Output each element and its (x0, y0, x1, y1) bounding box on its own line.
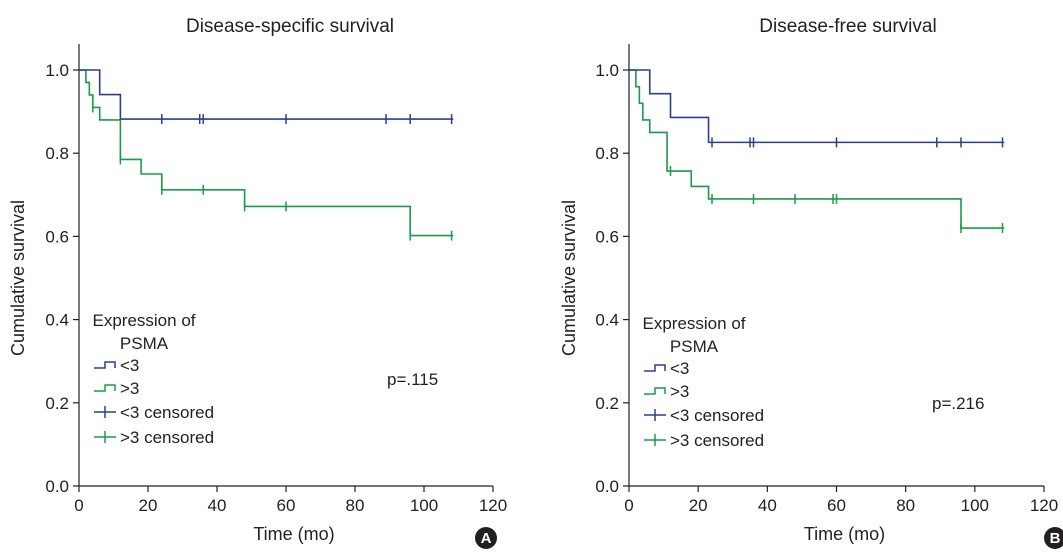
legend-line-symbol (644, 387, 666, 395)
chart-title: Disease-free survival (759, 16, 936, 37)
x-tick-label: 80 (346, 496, 365, 515)
panel-badge-circle (1044, 527, 1063, 549)
x-tick-label: 120 (479, 496, 507, 515)
legend-item-label: <3 censored (120, 403, 214, 422)
y-axis-label: Cumulative survival (8, 200, 28, 356)
legend-title: PSMA (670, 337, 719, 356)
series-line-lt3 (629, 69, 1005, 144)
y-tick-label: 0.0 (595, 477, 619, 496)
legend: Expression of PSMA <3 >3 <3 censored >3 censo… (643, 314, 765, 450)
legend: Expression of PSMA <3 >3 <3 censored >3 censo… (93, 311, 215, 447)
legend-line-symbol (644, 364, 666, 372)
legend-item-label: <3 censored (670, 406, 764, 425)
y-tick-label: 0.6 (595, 227, 619, 246)
y-tick-label: 0.2 (595, 394, 619, 413)
y-tick-label: 0.0 (45, 477, 69, 496)
y-tick-label: 1.0 (595, 61, 619, 80)
x-tick-label: 120 (1030, 496, 1058, 515)
panel-badge-circle (475, 527, 497, 549)
x-tick-label: 60 (827, 496, 846, 515)
x-tick-label: 80 (896, 496, 915, 515)
legend-item-label: >3 (670, 382, 689, 401)
x-tick-label: 40 (758, 496, 777, 515)
legend-item-label: >3 censored (120, 428, 214, 447)
series-line-gt3 (79, 69, 454, 237)
p-value: p=.115 (387, 370, 438, 389)
legend-item-label: <3 (670, 359, 689, 378)
y-tick-label: 0.6 (45, 227, 69, 246)
x-tick-label: 20 (139, 496, 158, 515)
chart-panel-b: Disease-free survival 0 20 40 60 80 100 120 0.0 0… (559, 16, 1063, 549)
p-value: p=.216 (932, 394, 984, 413)
legend-title: PSMA (120, 334, 169, 353)
panel-badge: B (1044, 527, 1063, 549)
panel-badge-letter: B (1050, 530, 1061, 547)
legend-title: Expression of (643, 314, 746, 333)
x-tick-label: 0 (74, 496, 83, 515)
legend-item-label: >3 (120, 379, 139, 398)
x-tick-label: 40 (208, 496, 227, 515)
x-axis-label: Time (mo) (804, 524, 885, 544)
panel-badge: A (475, 527, 497, 549)
legend-title: Expression of (93, 311, 196, 330)
legend-item-label: >3 censored (670, 431, 764, 450)
series-line-lt3 (79, 69, 454, 120)
legend-line-symbol (94, 384, 116, 392)
legend-line-symbol (94, 361, 116, 369)
y-tick-label: 0.8 (45, 144, 69, 163)
x-tick-label: 100 (961, 496, 989, 515)
legend-item-label: <3 (120, 356, 139, 375)
y-tick-label: 0.2 (45, 394, 69, 413)
chart-title: Disease-specific survival (186, 16, 394, 37)
series-line-gt3 (629, 69, 1005, 229)
x-tick-label: 0 (624, 496, 633, 515)
y-tick-label: 0.4 (595, 311, 619, 330)
x-axis-label: Time (mo) (253, 524, 334, 544)
x-tick-label: 60 (277, 496, 296, 515)
y-axis-label: Cumulative survival (559, 200, 579, 356)
y-tick-label: 1.0 (45, 61, 69, 80)
x-tick-label: 20 (689, 496, 708, 515)
y-tick-label: 0.4 (45, 311, 69, 330)
chart-panel-a: Disease-specific survival 0 20 40 60 80 100 120… (8, 16, 507, 549)
x-tick-label: 100 (410, 496, 438, 515)
y-tick-label: 0.8 (595, 144, 619, 163)
panel-badge-letter: A (481, 530, 492, 547)
